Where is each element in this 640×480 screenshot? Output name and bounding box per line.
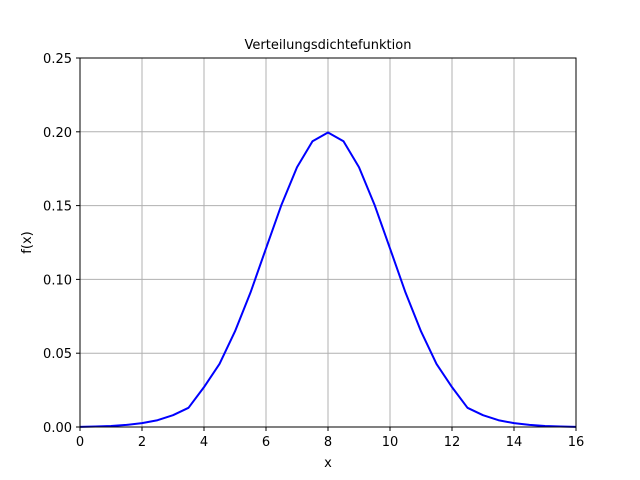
y-tick-label: 0.10	[43, 273, 72, 288]
x-tick-label: 0	[76, 435, 84, 450]
y-tick-label: 0.20	[43, 126, 72, 141]
x-tick-label: 12	[444, 435, 461, 450]
y-tick-label: 0.05	[43, 347, 72, 362]
y-tick-label: 0.25	[43, 52, 72, 67]
x-tick-label: 8	[324, 435, 332, 450]
x-tick-label: 14	[506, 435, 523, 450]
x-tick-label: 4	[200, 435, 208, 450]
density-curve	[79, 131, 577, 428]
y-tick-label: 0.15	[43, 200, 72, 215]
x-tick-label: 10	[382, 435, 399, 450]
x-tick-label: 6	[262, 435, 270, 450]
chart-title: Verteilungsdichtefunktion	[245, 38, 412, 53]
series-layer	[79, 131, 577, 428]
x-axis-label: x	[324, 456, 332, 471]
y-axis-label: f(x)	[20, 231, 35, 253]
ticks: 0 2 4 6 8 10 12 14 16 0.00 0.05 0.10 0.15 0.20 0.25	[43, 52, 584, 450]
y-tick-label: 0.00	[43, 421, 72, 436]
x-tick-label: 2	[138, 435, 146, 450]
x-tick-label: 16	[568, 435, 585, 450]
